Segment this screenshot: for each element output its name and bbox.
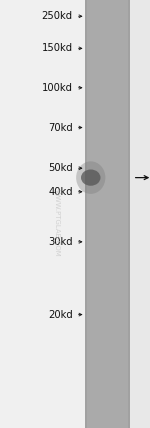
Ellipse shape [76,161,105,194]
Text: 100kd: 100kd [42,83,73,93]
Text: 250kd: 250kd [42,11,73,21]
Bar [85,0,87,428]
Bar [85,0,130,428]
Bar [0,0,85,428]
Bar [128,0,130,428]
Text: 40kd: 40kd [48,187,73,197]
Text: 150kd: 150kd [42,43,73,54]
Text: WWW.PTGLAB.COM: WWW.PTGLAB.COM [54,189,60,256]
Ellipse shape [81,169,100,186]
Text: 20kd: 20kd [48,309,73,320]
Text: 30kd: 30kd [48,237,73,247]
Text: 50kd: 50kd [48,163,73,173]
Text: 70kd: 70kd [48,122,73,133]
